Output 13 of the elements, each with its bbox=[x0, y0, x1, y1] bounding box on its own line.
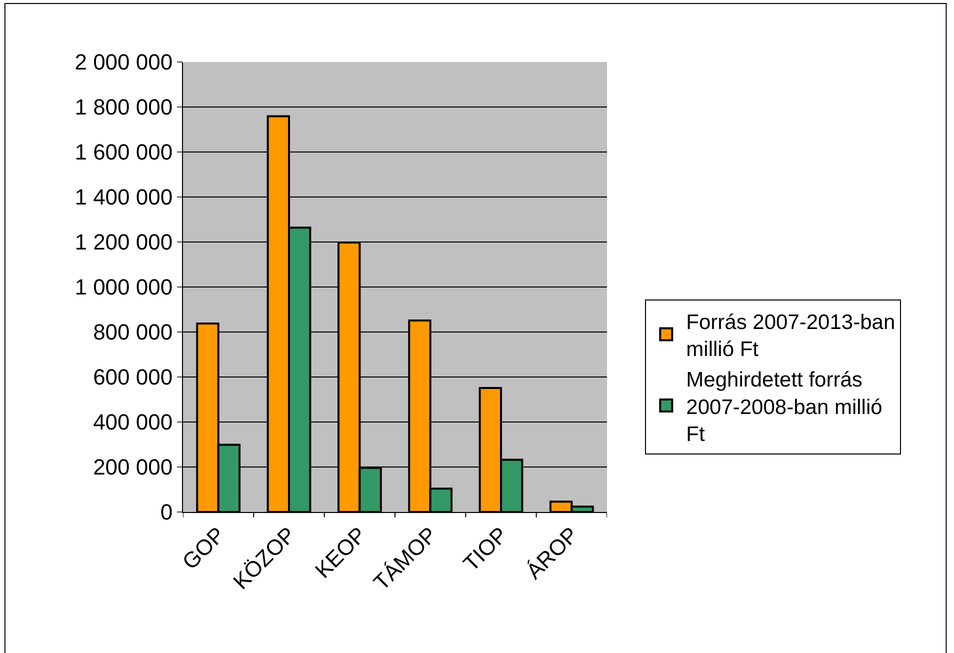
y-tick-label: 1 800 000 bbox=[74, 94, 173, 120]
y-tick-label: 600 000 bbox=[93, 364, 173, 390]
y-tick-label: 1 600 000 bbox=[74, 140, 173, 165]
y-tick-label: 1 400 000 bbox=[74, 184, 173, 210]
y-tick-label: 1 000 000 bbox=[74, 274, 173, 300]
y-tick-label: 200 000 bbox=[93, 454, 173, 480]
legend-label: Meghirdetett forrás 2007-2008-ban millió Ft bbox=[686, 368, 882, 446]
y-tick-label: 1 200 000 bbox=[74, 230, 173, 255]
y-tick-label: 800 000 bbox=[93, 320, 173, 345]
y-tick-label: 2 000 000 bbox=[74, 50, 173, 75]
y-tick-label: 0 bbox=[160, 500, 173, 525]
legend-label: Forrás 2007-2013-ban millió Ft bbox=[686, 310, 896, 362]
y-tick-label: 400 000 bbox=[93, 410, 173, 435]
